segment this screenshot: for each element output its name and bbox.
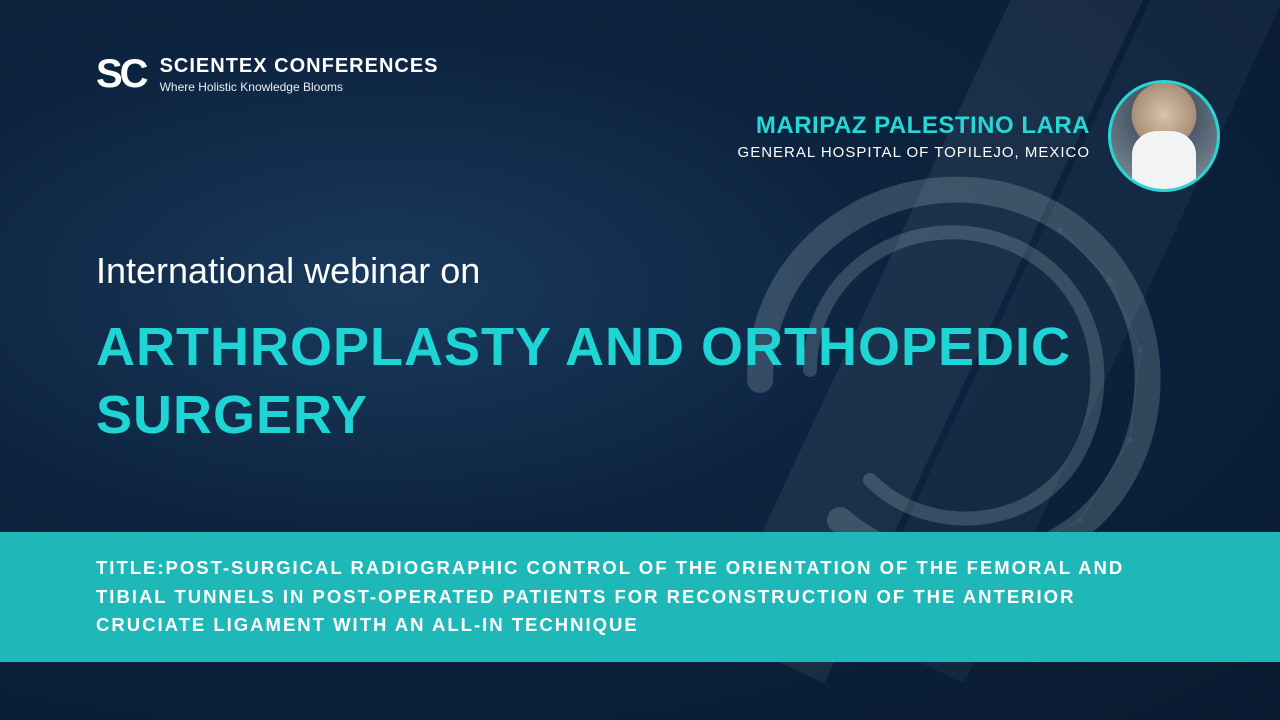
logo-title: SCIENTEX CONFERENCES <box>160 55 439 78</box>
speaker-text: MARIPAZ PALESTINO LARA GENERAL HOSPITAL … <box>738 112 1090 161</box>
organizer-logo: SC SCIENTEX CONFERENCES Where Holistic K… <box>96 52 439 97</box>
main-title-block: International webinar on ARTHROPLASTY AN… <box>96 250 1200 449</box>
headline-text: ARTHROPLASTY AND ORTHOPEDIC SURGERY <box>96 314 1200 449</box>
title-text: POST-SURGICAL RADIOGRAPHIC CONTROL OF TH… <box>96 557 1124 635</box>
title-label: TITLE: <box>96 557 166 578</box>
presentation-title-bar: TITLE:POST-SURGICAL RADIOGRAPHIC CONTROL… <box>0 532 1280 662</box>
presentation-title: TITLE:POST-SURGICAL RADIOGRAPHIC CONTROL… <box>96 554 1184 640</box>
webinar-slide: SC SCIENTEX CONFERENCES Where Holistic K… <box>0 0 1280 720</box>
speaker-avatar <box>1108 80 1220 192</box>
logo-text: SCIENTEX CONFERENCES Where Holistic Know… <box>160 55 439 94</box>
kicker-text: International webinar on <box>96 250 1200 292</box>
logo-mark: SC <box>96 52 146 97</box>
speaker-block: MARIPAZ PALESTINO LARA GENERAL HOSPITAL … <box>738 80 1220 192</box>
speaker-name: MARIPAZ PALESTINO LARA <box>738 112 1090 140</box>
speaker-affiliation: GENERAL HOSPITAL OF TOPILEJO, MEXICO <box>738 144 1090 161</box>
logo-tagline: Where Holistic Knowledge Blooms <box>160 80 439 94</box>
